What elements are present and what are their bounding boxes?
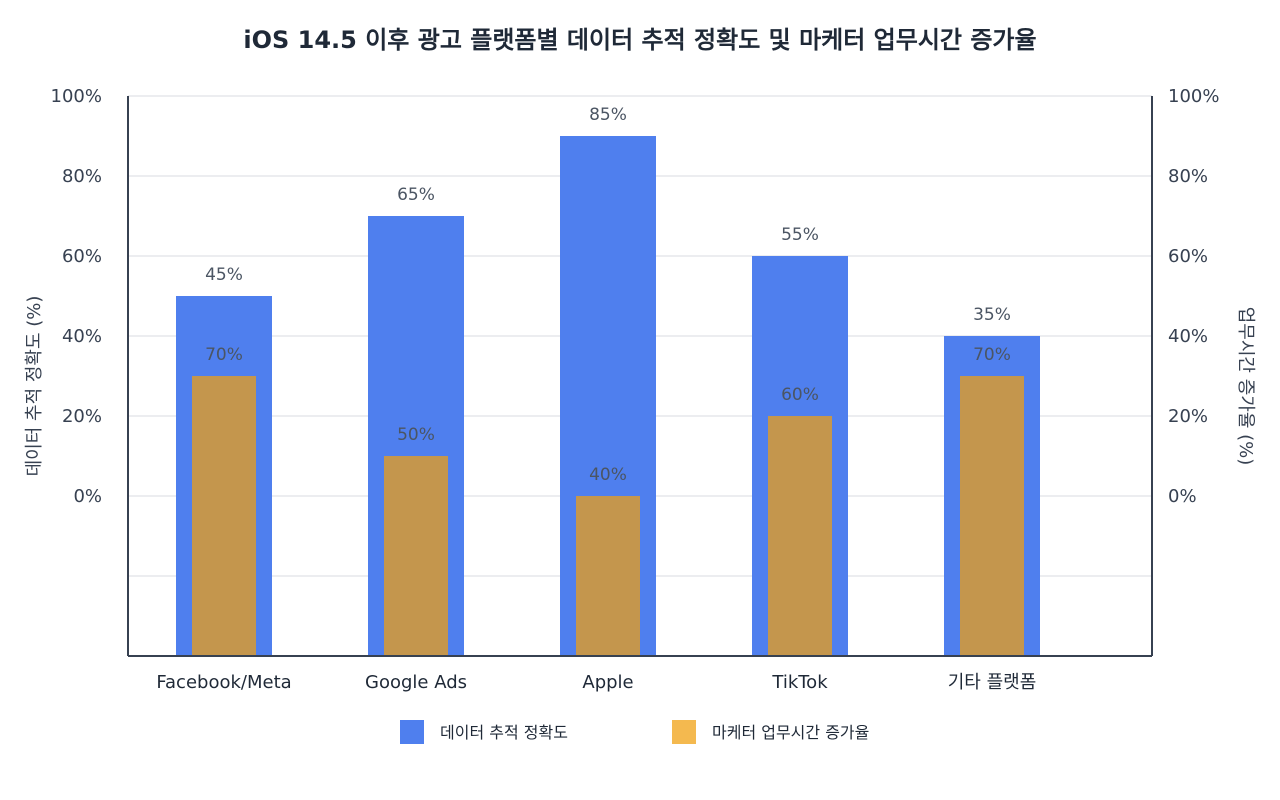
left-tick-label: 40% (62, 326, 102, 347)
bars (176, 136, 1040, 656)
bar-workload (768, 416, 832, 656)
value-label-accuracy: 65% (397, 185, 435, 205)
right-tick-label: 20% (1168, 406, 1208, 427)
left-tick-label: 60% (62, 246, 102, 267)
value-label-accuracy: 55% (781, 225, 819, 245)
right-tick-label: 0% (1168, 486, 1197, 507)
value-label-workload: 50% (397, 425, 435, 445)
category-label: Facebook/Meta (156, 672, 291, 693)
right-tick-label: 100% (1168, 86, 1219, 107)
legend-swatch-accuracy (400, 720, 424, 744)
value-labels: 45% 70% 65% 50% 85% 40% 55% 60% 35% 70% (205, 105, 1011, 485)
right-tick-label: 60% (1168, 246, 1208, 267)
category-label: Apple (582, 672, 633, 693)
value-label-workload: 40% (589, 465, 627, 485)
left-tick-label: 100% (51, 86, 102, 107)
value-label-accuracy: 45% (205, 265, 243, 285)
value-label-accuracy: 35% (973, 305, 1011, 325)
legend-label-workload: 마케터 업무시간 증가율 (712, 723, 869, 742)
left-axis-title: 데이터 추적 정확도 (%) (24, 296, 45, 477)
left-tick-label: 80% (62, 166, 102, 187)
left-tick-label: 0% (73, 486, 102, 507)
bar-workload (192, 376, 256, 656)
category-label: 기타 플랫폼 (948, 672, 1037, 693)
category-labels: Facebook/Meta Google Ads Apple TikTok 기타 플랫폼 (156, 672, 1036, 693)
axes (127, 96, 1153, 657)
bar-workload (960, 376, 1024, 656)
value-label-workload: 70% (205, 345, 243, 365)
legend-label-accuracy: 데이터 추적 정확도 (440, 723, 568, 742)
value-label-accuracy: 85% (589, 105, 627, 125)
right-tick-label: 80% (1168, 166, 1208, 187)
category-label: TikTok (771, 672, 828, 693)
value-label-workload: 60% (781, 385, 819, 405)
category-label: Google Ads (365, 672, 467, 693)
bar-workload (576, 496, 640, 656)
right-tick-label: 40% (1168, 326, 1208, 347)
tick-labels: 0% 20% 40% 60% 80% 100% 0% 20% 40% 60% 80% 100% (51, 86, 1220, 507)
right-axis-title: 업무시간 증가율 (%) (1235, 307, 1256, 466)
bar-workload (384, 456, 448, 656)
legend: 데이터 추적 정확도 마케터 업무시간 증가율 (400, 720, 869, 744)
chart-title: iOS 14.5 이후 광고 플랫폼별 데이터 추적 정확도 및 마케터 업무시… (243, 26, 1036, 54)
left-tick-label: 20% (62, 406, 102, 427)
legend-swatch-workload (672, 720, 696, 744)
value-label-workload: 70% (973, 345, 1011, 365)
